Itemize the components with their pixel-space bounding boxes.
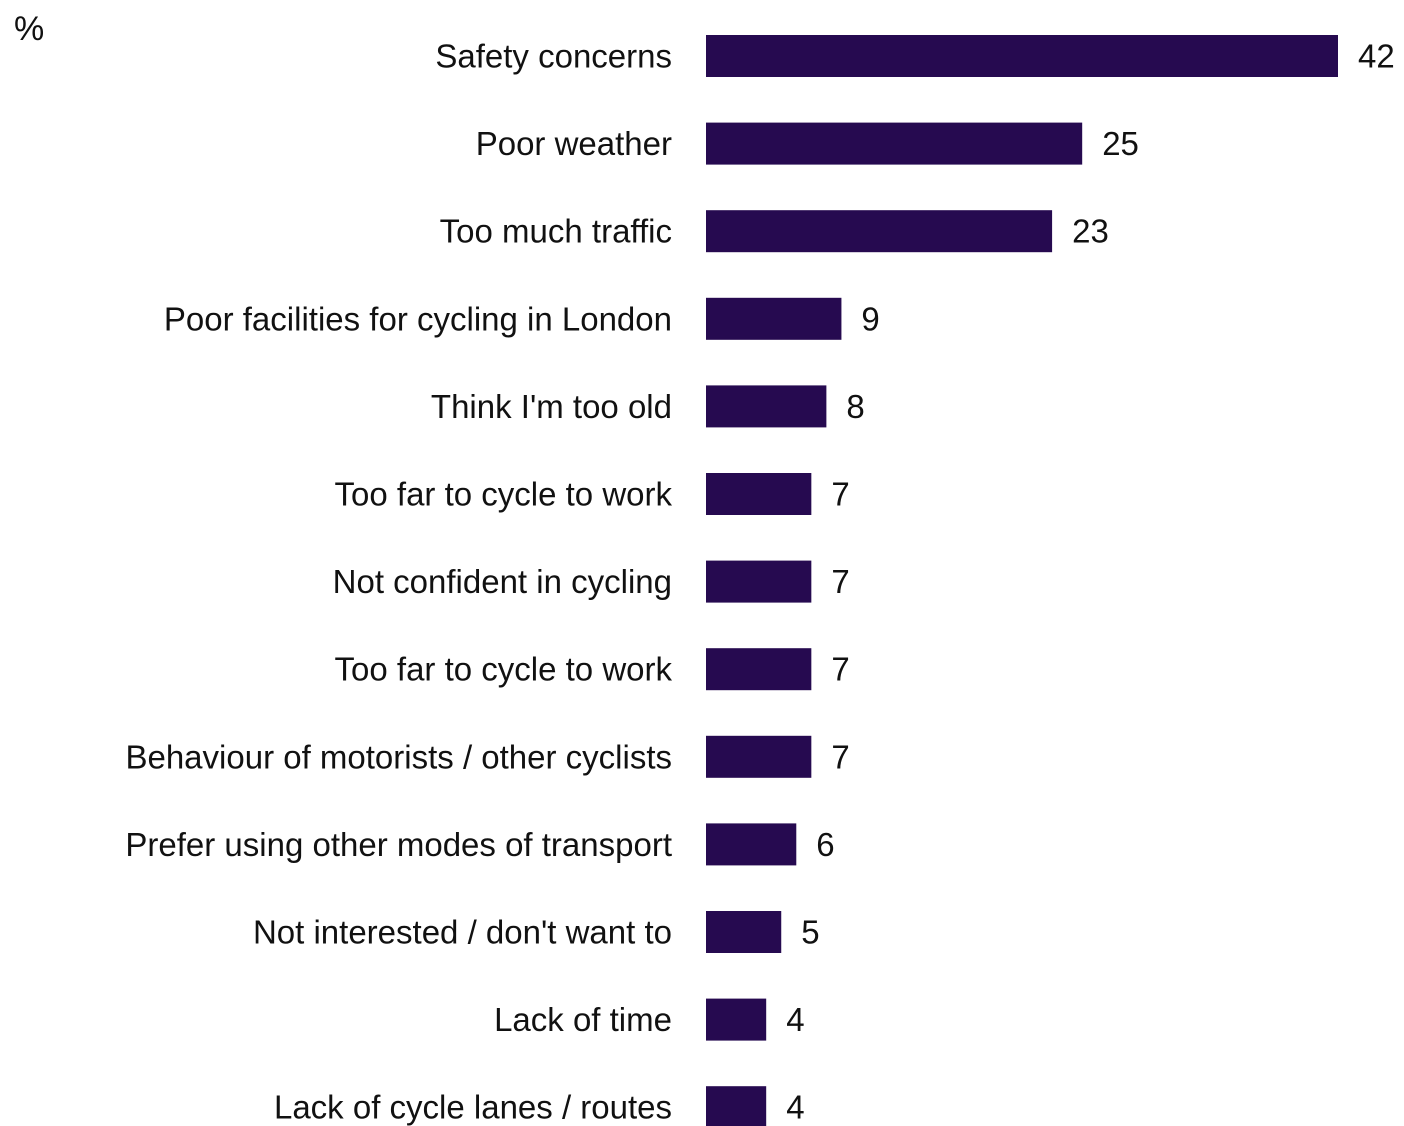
bar — [706, 648, 812, 691]
bar — [706, 473, 812, 515]
data-label: 23 — [1072, 213, 1109, 250]
bar — [706, 823, 797, 866]
category-label: Lack of cycle lanes / routes — [274, 1089, 672, 1126]
category-label: Poor weather — [476, 125, 672, 162]
category-label: Prefer using other modes of transport — [125, 826, 672, 863]
data-label: 7 — [831, 563, 849, 600]
bar — [706, 735, 812, 778]
data-label: 5 — [801, 914, 819, 951]
unit-label: % — [14, 10, 45, 48]
data-label: 8 — [846, 388, 864, 425]
category-label: Too far to cycle to work — [335, 476, 673, 513]
data-label: 7 — [831, 738, 849, 775]
category-label: Poor facilities for cycling in London — [164, 300, 672, 337]
bar — [706, 210, 1053, 253]
data-label: 25 — [1102, 125, 1139, 162]
data-label: 6 — [816, 826, 834, 863]
bar — [706, 122, 1083, 165]
bar — [706, 1086, 767, 1126]
bar — [706, 385, 827, 428]
category-label: Too far to cycle to work — [335, 651, 673, 688]
category-label: Too much traffic — [440, 213, 672, 250]
bar — [706, 911, 782, 953]
category-label: Behaviour of motorists / other cyclists — [125, 738, 672, 775]
category-label: Lack of time — [494, 1001, 672, 1038]
data-label: 42 — [1358, 38, 1395, 75]
bar — [706, 998, 767, 1041]
data-label: 4 — [786, 1089, 804, 1126]
data-label: 9 — [861, 300, 879, 337]
bar — [706, 560, 812, 603]
bar — [706, 35, 1338, 77]
data-label: 4 — [786, 1001, 804, 1038]
data-label: 7 — [831, 651, 849, 688]
category-label: Think I'm too old — [431, 388, 672, 425]
data-label: 7 — [831, 476, 849, 513]
category-label: Not confident in cycling — [333, 563, 672, 600]
bar — [706, 297, 842, 340]
category-label: Not interested / don't want to — [253, 914, 672, 951]
category-label: Safety concerns — [435, 38, 672, 75]
